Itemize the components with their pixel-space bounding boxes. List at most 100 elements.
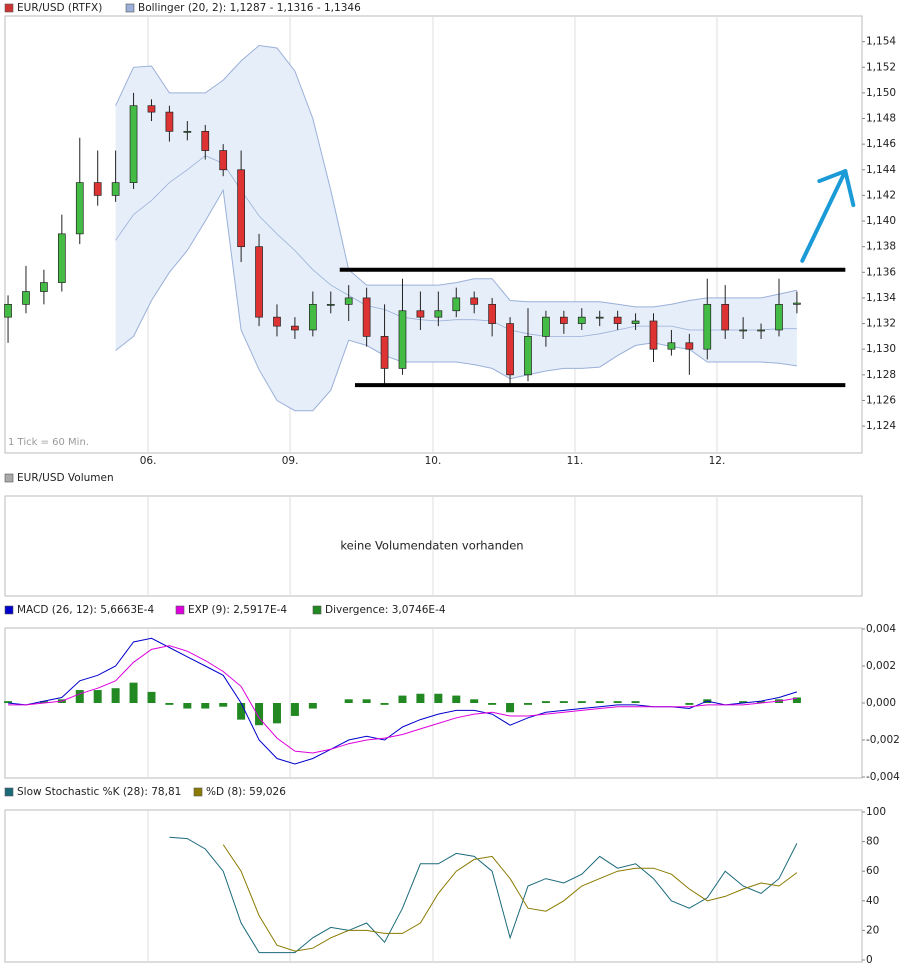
divergence-bar bbox=[93, 690, 102, 703]
y-tick-label: 1,128 bbox=[866, 369, 896, 381]
divergence-bar bbox=[219, 703, 228, 707]
candle-body bbox=[649, 320, 658, 350]
divergence-bar bbox=[488, 703, 497, 705]
y-tick-label: 1,142 bbox=[866, 189, 896, 201]
divergence-bar bbox=[111, 688, 120, 703]
divergence-bar bbox=[577, 701, 586, 703]
y-tick-label: 1,126 bbox=[866, 394, 896, 406]
candle-body bbox=[452, 297, 461, 312]
indicator-line bbox=[169, 836, 798, 954]
candle-body bbox=[542, 316, 550, 337]
bollinger-upper bbox=[115, 44, 798, 308]
x-tick-label: 12. bbox=[709, 455, 726, 467]
candle-body bbox=[308, 303, 317, 331]
candle-body bbox=[237, 169, 245, 248]
y-tick-label: 1,136 bbox=[866, 266, 896, 278]
divergence-bar bbox=[541, 701, 550, 703]
y-tick-label: 60 bbox=[866, 865, 879, 877]
candle-body bbox=[291, 325, 299, 331]
x-tick-label: 09. bbox=[282, 455, 299, 467]
divergence-bar bbox=[308, 703, 317, 709]
divergence-bar bbox=[380, 703, 389, 705]
y-tick-label: -0,004 bbox=[866, 771, 900, 783]
legend-label: MACD (26, 12): 5,6663E-4 bbox=[17, 604, 154, 616]
candle-body bbox=[362, 297, 371, 337]
divergence-bar bbox=[362, 699, 371, 703]
indicator-line bbox=[222, 844, 798, 952]
divergence-bar bbox=[201, 703, 210, 709]
legend-swatch bbox=[4, 787, 14, 797]
legend-label: EUR/USD Volumen bbox=[17, 472, 114, 484]
divergence-bar bbox=[237, 703, 246, 720]
candle-body bbox=[183, 130, 192, 133]
divergence-bar bbox=[255, 703, 264, 726]
divergence-bar bbox=[39, 701, 48, 703]
divergence-bar bbox=[272, 703, 281, 724]
divergence-bar bbox=[147, 691, 156, 703]
candle-body bbox=[703, 303, 712, 350]
candle-body bbox=[4, 303, 12, 318]
divergence-bar bbox=[4, 701, 13, 703]
candle-body bbox=[398, 310, 407, 369]
divergence-bar bbox=[685, 703, 694, 705]
legend-swatch bbox=[312, 605, 322, 615]
y-tick-label: 0 bbox=[866, 954, 873, 966]
y-tick-label: 1,134 bbox=[866, 292, 896, 304]
candle-body bbox=[201, 130, 210, 151]
candle-body bbox=[22, 291, 30, 305]
candle-body bbox=[57, 233, 66, 283]
legend-swatch bbox=[4, 473, 14, 483]
bollinger-band-fill bbox=[115, 45, 797, 411]
candle-body bbox=[793, 302, 801, 305]
divergence-bar bbox=[506, 703, 515, 713]
y-tick-label: 1,154 bbox=[866, 36, 896, 48]
candle-body bbox=[273, 316, 281, 327]
arrow-head bbox=[817, 169, 856, 208]
x-tick-label: 10. bbox=[425, 455, 442, 467]
legend-label: Divergence: 3,0746E-4 bbox=[325, 604, 446, 616]
trend-arrow bbox=[800, 169, 848, 263]
candle-body bbox=[326, 303, 335, 306]
divergence-bar bbox=[739, 701, 748, 703]
candle-body bbox=[613, 316, 622, 324]
candle-body bbox=[434, 310, 443, 318]
candle-body bbox=[667, 342, 676, 350]
candle-body bbox=[255, 246, 263, 318]
plot-frame bbox=[4, 809, 863, 963]
legend-label: %D (8): 59,026 bbox=[206, 786, 286, 798]
candle-body bbox=[129, 105, 138, 183]
legend-swatch bbox=[4, 605, 14, 615]
candle-body bbox=[631, 320, 640, 324]
bollinger-middle bbox=[115, 155, 797, 337]
divergence-bar bbox=[613, 701, 622, 703]
candle-body bbox=[595, 316, 604, 319]
divergence-bar bbox=[165, 703, 174, 705]
candle-body bbox=[416, 310, 425, 318]
y-tick-label: 1,124 bbox=[866, 420, 896, 432]
candle-body bbox=[488, 303, 496, 324]
y-tick-label: 1,132 bbox=[866, 318, 896, 330]
y-tick-label: 1,130 bbox=[866, 343, 896, 355]
candle-body bbox=[739, 329, 747, 332]
divergence-bar bbox=[470, 699, 479, 703]
legend-label: EUR/USD (RTFX) bbox=[17, 2, 102, 14]
candle-body bbox=[775, 303, 783, 331]
candle-body bbox=[559, 316, 568, 324]
y-tick-label: 40 bbox=[866, 895, 879, 907]
y-tick-label: 1,140 bbox=[866, 215, 896, 227]
y-tick-label: 0,004 bbox=[866, 623, 896, 635]
candle-body bbox=[147, 105, 156, 113]
legend-swatch bbox=[4, 3, 14, 13]
divergence-bar bbox=[416, 693, 425, 703]
legend-label: EXP (9): 2,5917E-4 bbox=[188, 604, 287, 616]
candle-body bbox=[757, 329, 765, 332]
candle-body bbox=[165, 111, 174, 132]
divergence-bar bbox=[183, 703, 192, 709]
candle-body bbox=[93, 182, 102, 196]
candle-body bbox=[524, 336, 532, 376]
y-tick-label: 1,138 bbox=[866, 241, 896, 253]
y-tick-label: 0,000 bbox=[866, 697, 896, 709]
legend-swatch bbox=[193, 787, 203, 797]
divergence-bar bbox=[631, 701, 640, 703]
y-tick-label: 1,144 bbox=[866, 164, 896, 176]
